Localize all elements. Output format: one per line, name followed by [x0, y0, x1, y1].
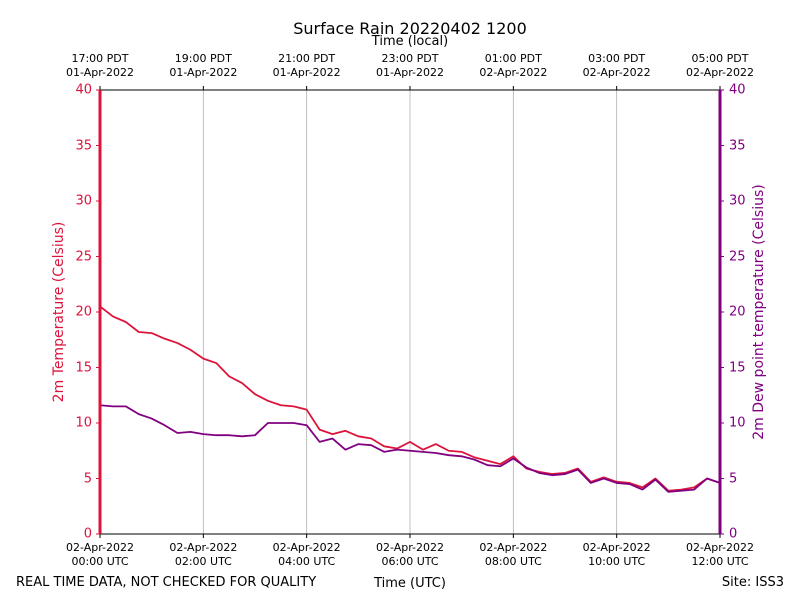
chart-title: Surface Rain 20220402 1200: [293, 19, 527, 38]
x2-tick-label: 03:00 PDT 02-Apr-2022: [582, 52, 651, 79]
y2-tick-label: 10: [729, 415, 746, 431]
x2-tick-label: 05:00 PDT 02-Apr-2022: [685, 52, 755, 79]
x2-tick-label: 01:00 PDT 02-Apr-2022: [479, 52, 548, 79]
y2-axis-label: 2m Dew point temperature (Celsius): [751, 184, 767, 440]
y-tick-label: 0: [83, 526, 92, 542]
y-tick-label: 30: [75, 193, 92, 209]
y-tick-label: 10: [75, 415, 92, 431]
x-tick-label: 02-Apr-2022 06:00 UTC: [375, 541, 445, 568]
x-tick-label: 02-Apr-2022 12:00 UTC: [685, 541, 755, 568]
y-tick-label: 40: [75, 82, 92, 98]
x2-tick-label: 17:00 PDT 01-Apr-2022: [65, 52, 135, 79]
x2-tick-label: 21:00 PDT 01-Apr-2022: [272, 52, 341, 79]
x-axis-label: Time (UTC): [374, 576, 446, 591]
footer-right: Site: ISS3: [721, 575, 784, 590]
x2-tick-label: 23:00 PDT 01-Apr-2022: [375, 52, 445, 79]
series-line: [99, 305, 721, 492]
footer-left: REAL TIME DATA, NOT CHECKED FOR QUALITY: [16, 575, 317, 590]
x-tick-label: 02-Apr-2022 00:00 UTC: [65, 541, 135, 568]
y2-tick-label: 35: [729, 138, 746, 153]
x-tick-label: 02-Apr-2022 04:00 UTC: [272, 541, 341, 568]
y2-tick-label: 25: [729, 249, 746, 264]
y-tick-label: 20: [75, 304, 92, 320]
y2-tick-label: 40: [729, 82, 746, 98]
x2-tick-label: 19:00 PDT 01-Apr-2022: [169, 52, 238, 79]
y-tick-label: 5: [83, 471, 92, 486]
y-axis-label: 2m Temperature (Celsius): [51, 221, 67, 403]
y2-tick-label: 5: [729, 471, 738, 486]
y2-tick-label: 0: [729, 526, 738, 542]
y-tick-label: 25: [75, 249, 92, 264]
x-tick-label: 02-Apr-2022 02:00 UTC: [169, 541, 238, 568]
y2-tick-label: 15: [729, 360, 746, 375]
x-tick-label: 02-Apr-2022 08:00 UTC: [479, 541, 548, 568]
y-tick-label: 15: [75, 360, 92, 375]
series-line: [99, 404, 721, 493]
y2-tick-label: 30: [729, 193, 746, 209]
x2-axis-label: Time (local): [371, 34, 449, 49]
y2-tick-label: 20: [729, 304, 746, 320]
x-tick-label: 02-Apr-2022 10:00 UTC: [582, 541, 651, 568]
y-tick-label: 35: [75, 138, 92, 153]
